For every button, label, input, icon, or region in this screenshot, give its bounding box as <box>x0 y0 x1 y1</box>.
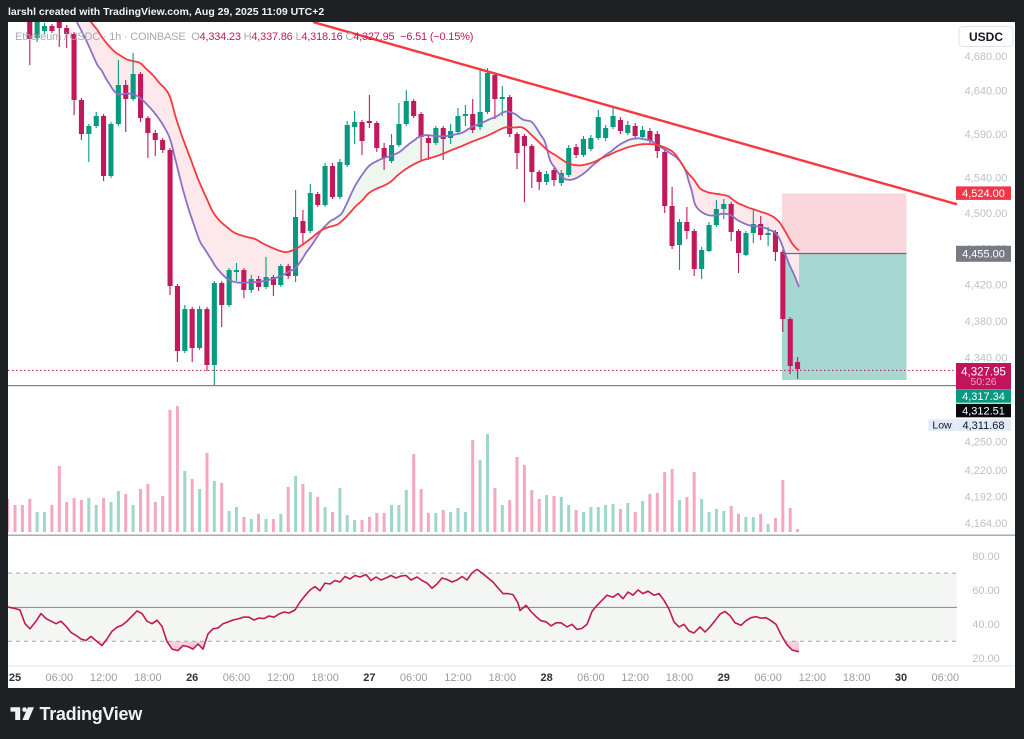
svg-text:18:00: 18:00 <box>843 672 871 684</box>
svg-text:4,312.51: 4,312.51 <box>962 405 1005 417</box>
svg-text:4,500.00: 4,500.00 <box>965 208 1008 220</box>
svg-text:50:26: 50:26 <box>970 376 996 388</box>
svg-text:30: 30 <box>895 672 907 684</box>
svg-text:06:00: 06:00 <box>754 672 782 684</box>
svg-text:4,524.00: 4,524.00 <box>962 188 1005 200</box>
svg-text:4,640.00: 4,640.00 <box>965 86 1008 98</box>
svg-text:12:00: 12:00 <box>267 672 295 684</box>
svg-text:20.00: 20.00 <box>972 653 1000 665</box>
svg-text:25: 25 <box>9 672 21 684</box>
svg-text:4,420.00: 4,420.00 <box>965 280 1008 292</box>
svg-text:4,540.00: 4,540.00 <box>965 173 1008 185</box>
svg-text:USDC: USDC <box>969 30 1003 44</box>
svg-text:4,680.00: 4,680.00 <box>965 51 1008 63</box>
svg-text:28: 28 <box>540 672 552 684</box>
svg-text:06:00: 06:00 <box>577 672 605 684</box>
svg-text:06:00: 06:00 <box>400 672 428 684</box>
svg-text:60.00: 60.00 <box>972 585 1000 597</box>
svg-text:Ethereum / USDC · 1h · COINBAS: Ethereum / USDC · 1h · COINBASE O4,334.2… <box>15 31 473 43</box>
svg-text:TradingView: TradingView <box>40 704 144 724</box>
svg-text:40.00: 40.00 <box>972 619 1000 631</box>
svg-text:4,340.00: 4,340.00 <box>965 353 1008 365</box>
svg-text:4,327.95: 4,327.95 <box>961 366 1006 378</box>
svg-text:4,250.00: 4,250.00 <box>965 436 1008 448</box>
svg-text:4,455.00: 4,455.00 <box>962 249 1005 261</box>
svg-text:larshl created with TradingVie: larshl created with TradingView.com, Aug… <box>8 6 324 18</box>
svg-text:27: 27 <box>363 672 375 684</box>
svg-text:29: 29 <box>718 672 730 684</box>
svg-text:4,380.00: 4,380.00 <box>965 316 1008 328</box>
svg-text:12:00: 12:00 <box>621 672 649 684</box>
svg-text:4,164.00: 4,164.00 <box>965 518 1008 530</box>
svg-text:26: 26 <box>186 672 198 684</box>
svg-text:18:00: 18:00 <box>489 672 517 684</box>
svg-text:4,590.00: 4,590.00 <box>965 129 1008 141</box>
svg-text:06:00: 06:00 <box>46 672 74 684</box>
svg-text:12:00: 12:00 <box>799 672 827 684</box>
svg-text:18:00: 18:00 <box>666 672 694 684</box>
svg-text:4,220.00: 4,220.00 <box>965 465 1008 477</box>
svg-text:06:00: 06:00 <box>223 672 251 684</box>
svg-text:4,311.68: 4,311.68 <box>962 420 1004 432</box>
svg-text:06:00: 06:00 <box>932 672 960 684</box>
svg-text:80.00: 80.00 <box>972 551 1000 563</box>
svg-text:18:00: 18:00 <box>134 672 162 684</box>
svg-text:4,192.00: 4,192.00 <box>965 491 1008 503</box>
svg-text:4,317.34: 4,317.34 <box>962 391 1005 403</box>
svg-text:Low: Low <box>932 420 952 432</box>
svg-text:12:00: 12:00 <box>444 672 472 684</box>
svg-text:18:00: 18:00 <box>311 672 339 684</box>
svg-text:12:00: 12:00 <box>90 672 118 684</box>
